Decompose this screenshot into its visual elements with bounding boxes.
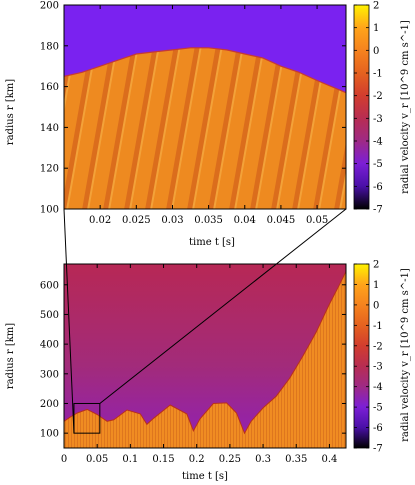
y-tick-label: 100 [40,429,59,440]
y-tick-label: 500 [40,310,59,321]
top-colorbar-label: radial velocity v_r [10^9 cm s^-1] [400,20,411,194]
colorbar-tick-label: -6 [373,182,383,193]
top-shock-front-line [64,47,346,94]
colorbar-tick-label: -3 [373,114,383,125]
y-tick-label: 200 [40,1,59,12]
y-tick-label: 300 [40,369,59,380]
x-tick-label: 0.025 [122,215,151,226]
x-tick-label: 0.05 [306,215,328,226]
top-y-axis-label: radius r [km] [5,79,16,145]
y-tick-label: 120 [40,164,59,175]
top-panel: 0.02 0.025 0.03 0.035 0.04 0.045 0.05 10012014… [5,1,411,249]
bottom-y-axis-label: radius r [km] [5,323,16,389]
colorbar-tick-label: -5 [373,403,383,414]
top-colorbar [353,4,370,210]
x-tick-label: 0.1 [122,454,138,465]
y-tick-label: 140 [40,123,59,134]
zoom-connector-line [63,208,75,434]
bottom-shock-front-line [64,271,346,435]
colorbar-tick-label: -3 [373,362,383,373]
x-tick-label: 0.15 [152,454,174,465]
bottom-panel: 0 0.05 0.1 0.15 0.2 0.25 0.3 0.35 0.4 100 200 300 4… [5,208,411,482]
colorbar-tick-label: 1 [373,280,379,291]
x-tick-label: 0.35 [285,454,307,465]
x-tick-label: 0.25 [219,454,241,465]
colorbar-tick-label: 2 [373,1,379,12]
colorbar-tick-label: -1 [373,321,383,332]
bottom-plot-frame [63,263,347,449]
colorbar-tick-label: -7 [373,205,383,216]
bottom-shocked-region [64,271,346,448]
y-tick-label: 180 [40,41,59,52]
colorbar-tick-label: -4 [373,137,383,148]
colorbar-tick-label: -2 [373,341,383,352]
zoom-box [73,402,101,434]
colorbar-tick-label: 0 [373,300,379,311]
top-plot-frame [63,4,347,210]
x-tick-label: 0 [61,454,67,465]
bottom-colorbar-ticks: 2 1 0 -1 -2 -3 -4 -5 -6 -7 [354,260,383,455]
x-tick-label: 0.2 [189,454,205,465]
y-tick-label: 600 [40,280,59,291]
colorbar-tick-label: 0 [373,46,379,57]
y-tick-label: 400 [40,340,59,351]
colorbar-tick-label: 2 [373,260,379,271]
x-tick-label: 0.035 [194,215,223,226]
top-colorbar-ticks: 2 1 0 -1 -2 -3 -4 -5 -6 -7 [354,1,383,216]
bottom-x-axis: 0 0.05 0.1 0.15 0.2 0.25 0.3 0.35 0.4 [61,264,337,465]
y-tick-label: 160 [40,82,59,93]
colorbar-tick-label: 1 [373,23,379,34]
colorbar-tick-label: -1 [373,69,383,80]
y-tick-label: 100 [40,205,59,216]
x-tick-label: 0.05 [86,454,108,465]
top-shocked-region [64,47,346,209]
top-x-axis: 0.02 0.025 0.03 0.035 0.04 0.045 0.05 [89,5,328,226]
x-tick-label: 0.045 [267,215,296,226]
bottom-colorbar-label: radial velocity v_r [10^9 cm s^-1] [400,268,411,442]
bottom-colorbar [353,263,370,449]
bottom-x-axis-label: time t [s] [182,471,228,482]
x-tick-label: 0.04 [234,215,256,226]
zoom-connector-line [99,208,347,404]
y-tick-label: 200 [40,399,59,410]
x-tick-label: 0.3 [255,454,271,465]
colorbar-tick-label: -5 [373,159,383,170]
colorbar-tick-label: -6 [373,423,383,434]
colorbar-tick-label: -2 [373,91,383,102]
x-tick-label: 0.4 [321,454,337,465]
x-tick-label: 0.02 [89,215,111,226]
colorbar-tick-label: -4 [373,382,383,393]
x-tick-label: 0.03 [161,215,183,226]
colorbar-tick-label: -7 [373,444,383,455]
bottom-y-axis: 100 200 300 400 500 600 [40,280,346,440]
top-x-axis-label: time t [s] [189,237,235,248]
